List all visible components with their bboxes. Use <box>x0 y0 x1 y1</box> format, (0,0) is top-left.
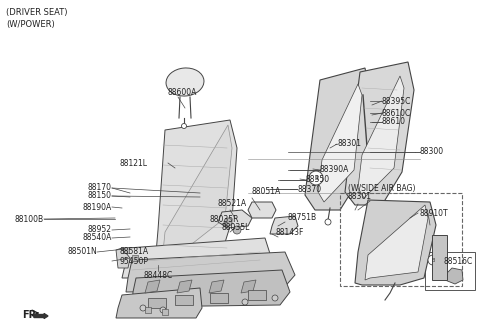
Bar <box>145 307 151 313</box>
Polygon shape <box>365 205 428 280</box>
Polygon shape <box>241 280 256 293</box>
Text: 88100B: 88100B <box>15 214 44 223</box>
Text: 88448C: 88448C <box>144 271 173 280</box>
Polygon shape <box>177 280 192 293</box>
Text: 88301: 88301 <box>348 192 372 201</box>
Circle shape <box>325 219 331 225</box>
Circle shape <box>272 295 278 301</box>
Text: 88390A: 88390A <box>320 165 349 175</box>
Circle shape <box>428 255 438 265</box>
Circle shape <box>233 226 241 234</box>
Polygon shape <box>270 216 298 234</box>
Polygon shape <box>209 280 224 293</box>
Text: 88150: 88150 <box>88 192 112 201</box>
Text: 88370: 88370 <box>297 185 321 194</box>
Text: 88035L: 88035L <box>222 223 251 232</box>
Text: 88540A: 88540A <box>83 233 112 242</box>
Circle shape <box>309 171 323 185</box>
Polygon shape <box>358 76 404 198</box>
Polygon shape <box>155 120 237 270</box>
Bar <box>132 255 138 261</box>
Circle shape <box>140 305 146 311</box>
Text: (DRIVER SEAT)
(W/POWER): (DRIVER SEAT) (W/POWER) <box>6 8 68 29</box>
Text: 88952: 88952 <box>88 225 112 234</box>
Circle shape <box>181 124 187 128</box>
Polygon shape <box>116 248 130 268</box>
Polygon shape <box>145 280 160 293</box>
Bar <box>340 193 462 286</box>
Bar <box>210 293 228 303</box>
Text: 88910T: 88910T <box>420 208 449 217</box>
Polygon shape <box>445 268 463 284</box>
Text: 88300: 88300 <box>420 147 444 156</box>
Text: FR.: FR. <box>22 310 40 320</box>
Text: 88350: 88350 <box>306 176 330 185</box>
Text: 88051A: 88051A <box>252 187 281 196</box>
Polygon shape <box>355 200 436 285</box>
Polygon shape <box>305 68 370 210</box>
Bar <box>248 290 266 300</box>
Ellipse shape <box>166 68 204 96</box>
Text: 88610C: 88610C <box>382 109 411 118</box>
Text: 88516C: 88516C <box>443 258 472 267</box>
Text: 88395C: 88395C <box>382 97 411 106</box>
Polygon shape <box>318 84 362 202</box>
Polygon shape <box>218 210 252 228</box>
Text: 88035R: 88035R <box>210 215 240 224</box>
Polygon shape <box>126 252 295 292</box>
Polygon shape <box>132 270 290 307</box>
Bar <box>175 295 193 305</box>
Text: 88501N: 88501N <box>67 247 97 257</box>
Text: 88521A: 88521A <box>218 199 247 208</box>
FancyArrow shape <box>34 313 48 318</box>
Text: 88301: 88301 <box>337 139 361 148</box>
Text: 88121L: 88121L <box>120 158 148 168</box>
Text: 95450P: 95450P <box>120 257 149 266</box>
Circle shape <box>242 299 248 305</box>
Bar <box>123 247 129 253</box>
Polygon shape <box>116 288 202 318</box>
Polygon shape <box>345 62 414 205</box>
Polygon shape <box>162 125 232 265</box>
Text: 88581A: 88581A <box>120 247 149 257</box>
Text: 88170: 88170 <box>88 184 112 193</box>
Text: 88751B: 88751B <box>287 213 316 222</box>
Bar <box>425 252 475 290</box>
Text: 88610: 88610 <box>382 118 406 126</box>
Text: (W/SIDE AIR BAG): (W/SIDE AIR BAG) <box>348 184 416 193</box>
Text: B: B <box>314 176 318 181</box>
Bar <box>148 298 166 308</box>
Polygon shape <box>248 202 276 218</box>
Text: 88600A: 88600A <box>168 88 197 97</box>
Bar <box>432 235 447 280</box>
Polygon shape <box>122 238 272 278</box>
Circle shape <box>160 307 166 313</box>
Circle shape <box>224 218 232 226</box>
Text: 88190A: 88190A <box>83 203 112 211</box>
Text: 88143F: 88143F <box>276 228 304 237</box>
Bar <box>162 309 168 315</box>
Text: B: B <box>432 258 435 263</box>
